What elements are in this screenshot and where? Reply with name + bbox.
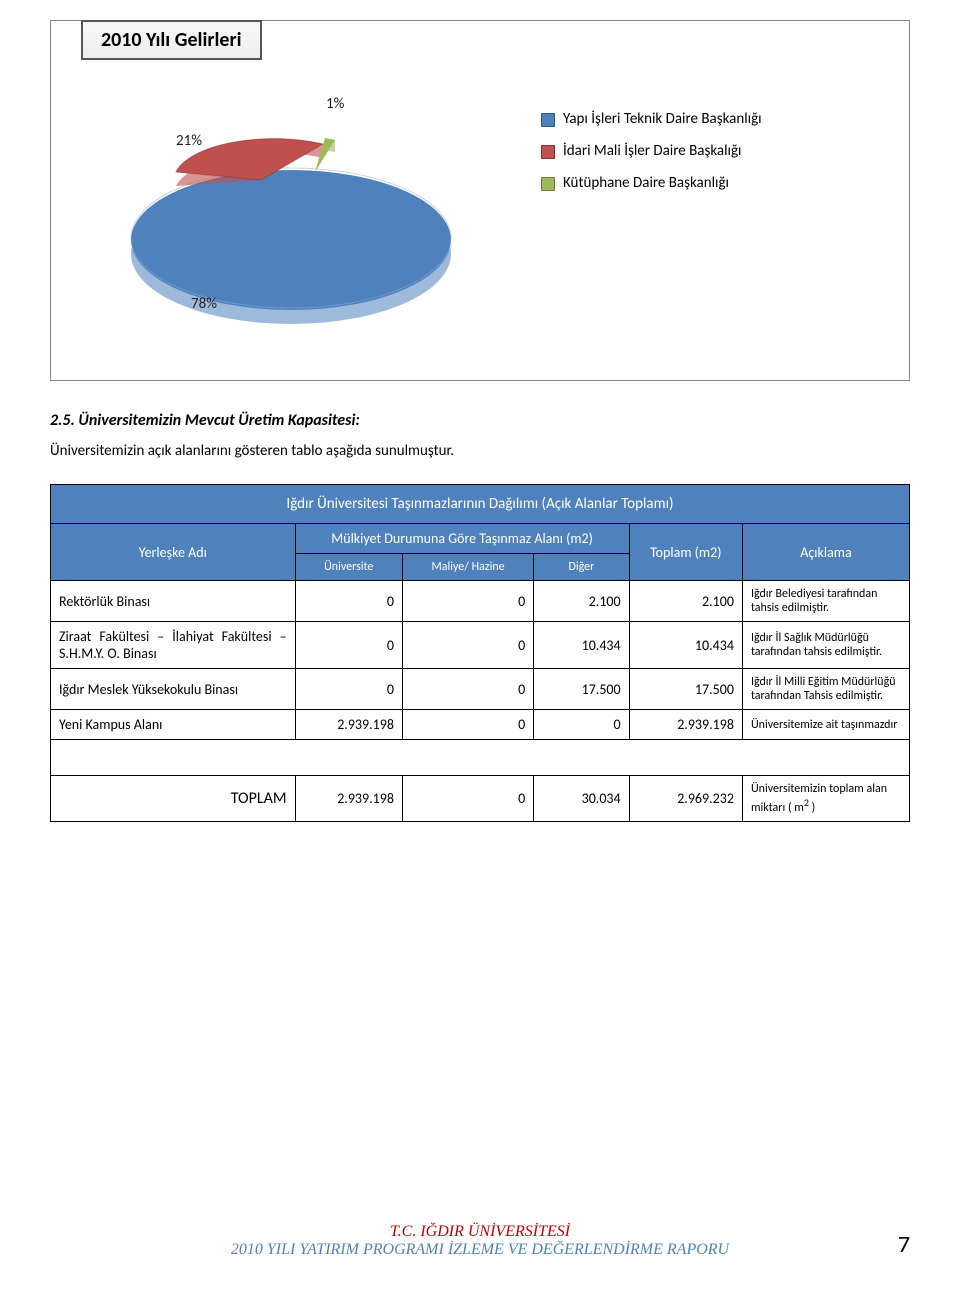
- cell-toplam: 2.100: [629, 581, 742, 622]
- cell-uni: 0: [295, 669, 402, 710]
- capacity-heading: 2.5. Üniversitemizin Mevcut Üretim Kapas…: [50, 411, 910, 430]
- cell-toplam: 10.434: [629, 622, 742, 669]
- legend-label: İdari Mali İşler Daire Başkalığı: [563, 142, 741, 160]
- capacity-body-text: Üniversitemizin açık alanlarını gösteren…: [50, 442, 910, 460]
- legend-item: Yapı İşleri Teknik Daire Başkanlığı: [541, 110, 762, 128]
- page: 2010 Yılı Gelirleri: [0, 0, 960, 1289]
- cell-aciklama: Üniversitemize ait taşınmazdır: [742, 710, 909, 740]
- cell-diger: 17.500: [534, 669, 629, 710]
- cell-maliye: 0: [402, 622, 533, 669]
- col-mulkiyet: Mülkiyet Durumuna Göre Taşınmaz Alanı (m…: [295, 524, 629, 554]
- table-header: Iğdır Üniversitesi Taşınmazlarının Dağıl…: [51, 485, 910, 581]
- legend-item: Kütüphane Daire Başkanlığı: [541, 174, 762, 192]
- chart-title: 2010 Yılı Gelirleri: [81, 20, 262, 60]
- footer-text: T.C. IĞDIR ÜNİVERSİTESİ 2010 YILI YATIRI…: [90, 1223, 870, 1259]
- page-footer: T.C. IĞDIR ÜNİVERSİTESİ 2010 YILI YATIRI…: [50, 1223, 910, 1259]
- col-maliye: Maliye/ Hazine: [402, 554, 533, 581]
- table-row: Ziraat Fakültesi – İlahiyat Fakültesi – …: [51, 622, 910, 669]
- cell-maliye: 0: [402, 581, 533, 622]
- table-caption: Iğdır Üniversitesi Taşınmazlarının Dağıl…: [51, 485, 910, 524]
- legend-swatch-icon: [541, 145, 555, 159]
- table-spacer-row: [51, 740, 910, 776]
- page-number: 7: [870, 1230, 910, 1259]
- pie-svg: [81, 90, 501, 350]
- table-total-row: TOPLAM 2.939.198 0 30.034 2.969.232 Üniv…: [51, 776, 910, 822]
- pct-label-78: 78%: [191, 295, 217, 313]
- table-row: Iğdır Meslek Yüksekokulu Binası 0 0 17.5…: [51, 669, 910, 710]
- pct-label-1: 1%: [326, 95, 344, 113]
- cell-uni: 0: [295, 581, 402, 622]
- total-acik-suffix: ): [809, 801, 815, 815]
- pct-label-21: 21%: [176, 132, 202, 150]
- total-diger: 30.034: [534, 776, 629, 822]
- total-uni: 2.939.198: [295, 776, 402, 822]
- total-label: TOPLAM: [51, 776, 296, 822]
- legend-swatch-icon: [541, 177, 555, 191]
- col-aciklama: Açıklama: [742, 524, 909, 581]
- chart-body: 21% 1% 78% Yapı İşleri Teknik Daire Başk…: [81, 60, 879, 350]
- revenue-chart-box: 2010 Yılı Gelirleri: [50, 20, 910, 381]
- pie-slice-main: [131, 170, 451, 310]
- col-universite: Üniversite: [295, 554, 402, 581]
- table-body: Rektörlük Binası 0 0 2.100 2.100 Iğdır B…: [51, 581, 910, 822]
- cell-diger: 2.100: [534, 581, 629, 622]
- cell-diger: 0: [534, 710, 629, 740]
- cell-name: Iğdır Meslek Yüksekokulu Binası: [51, 669, 296, 710]
- cell-name: Yeni Kampus Alanı: [51, 710, 296, 740]
- cell-uni: 0: [295, 622, 402, 669]
- table-row: Yeni Kampus Alanı 2.939.198 0 0 2.939.19…: [51, 710, 910, 740]
- footer-line2: 2010 YILI YATIRIM PROGRAMI İZLEME VE DEĞ…: [90, 1241, 870, 1259]
- chart-legend: Yapı İşleri Teknik Daire Başkanlığı İdar…: [541, 90, 762, 206]
- cell-name: Ziraat Fakültesi – İlahiyat Fakültesi – …: [51, 622, 296, 669]
- footer-line1: T.C. IĞDIR ÜNİVERSİTESİ: [90, 1223, 870, 1241]
- table-row: Rektörlük Binası 0 0 2.100 2.100 Iğdır B…: [51, 581, 910, 622]
- total-aciklama: Üniversitemizin toplam alan miktarı ( m2…: [742, 776, 909, 822]
- cell-diger: 10.434: [534, 622, 629, 669]
- col-diger: Diğer: [534, 554, 629, 581]
- total-toplam: 2.969.232: [629, 776, 742, 822]
- cell-toplam: 2.939.198: [629, 710, 742, 740]
- col-yerleske: Yerleşke Adı: [51, 524, 296, 581]
- legend-label: Kütüphane Daire Başkanlığı: [563, 174, 729, 192]
- pie-chart: 21% 1% 78%: [81, 90, 501, 350]
- cell-aciklama: Iğdır İl Milli Eğitim Müdürlüğü tarafınd…: [742, 669, 909, 710]
- total-maliye: 0: [402, 776, 533, 822]
- legend-swatch-icon: [541, 113, 555, 127]
- cell-aciklama: Iğdır Belediyesi tarafından tahsis edilm…: [742, 581, 909, 622]
- cell-maliye: 0: [402, 669, 533, 710]
- cell-maliye: 0: [402, 710, 533, 740]
- cell-toplam: 17.500: [629, 669, 742, 710]
- legend-label: Yapı İşleri Teknik Daire Başkanlığı: [563, 110, 762, 128]
- cell-uni: 2.939.198: [295, 710, 402, 740]
- cell-name: Rektörlük Binası: [51, 581, 296, 622]
- col-toplam: Toplam (m2): [629, 524, 742, 581]
- property-table: Iğdır Üniversitesi Taşınmazlarının Dağıl…: [50, 484, 910, 822]
- legend-item: İdari Mali İşler Daire Başkalığı: [541, 142, 762, 160]
- total-acik-prefix: Üniversitemizin toplam alan miktarı ( m: [751, 782, 887, 815]
- cell-aciklama: Iğdır İl Sağlık Müdürlüğü tarafından tah…: [742, 622, 909, 669]
